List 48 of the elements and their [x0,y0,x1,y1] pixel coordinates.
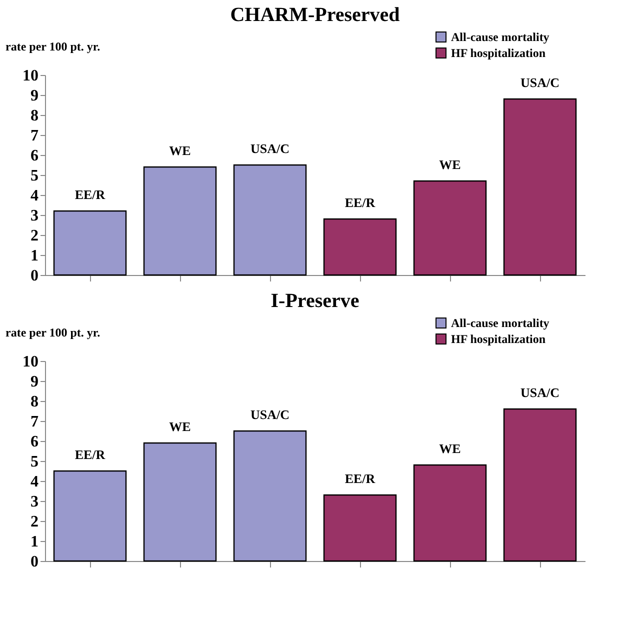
bar [233,164,307,276]
y-tick-label: 8 [30,394,38,410]
legend-label: All-cause mortality [451,30,550,44]
category-label: WE [439,157,461,172]
y-tick-label: 7 [30,128,38,144]
category-label: USA/C [520,75,560,90]
chart-title: CHARM-Preserved [230,4,400,26]
category-label: EE/R [344,195,376,210]
y-tick-label: 3 [30,208,38,224]
bar [233,430,307,562]
y-tick-label: 1 [30,248,38,264]
bar [503,98,577,276]
bar [323,218,397,276]
y-tick-label: 5 [30,454,38,470]
bar [413,464,487,562]
y-tick-label: 0 [30,268,38,284]
y-tick-label: 4 [30,474,38,490]
y-tick-label: 2 [30,514,38,530]
legend-label: All-cause mortality [451,316,550,330]
y-tick-label: 8 [30,108,38,124]
legend-label: HF hospitalization [451,46,546,60]
category-label: USA/C [250,141,290,156]
y-tick-label: 6 [30,148,38,164]
y-axis-title: rate per 100 pt. yr. [6,40,100,54]
y-tick-label: 0 [30,554,38,570]
y-axis-title: rate per 100 pt. yr. [6,326,100,340]
bar [323,494,397,562]
chart-title: I-Preserve [270,290,360,312]
y-tick-label: 3 [30,494,38,510]
category-label: EE/R [74,187,106,202]
bar [413,180,487,276]
bar [143,166,217,276]
y-tick-label: 1 [30,534,38,550]
bar [143,442,217,562]
y-tick-label: 5 [30,168,38,184]
bar [503,408,577,562]
bar [53,210,127,276]
bar [53,470,127,562]
y-tick-label: 10 [22,68,38,84]
y-tick-label: 9 [30,374,38,390]
y-tick-label: 4 [30,188,38,204]
y-tick-label: 9 [30,88,38,104]
y-tick-label: 2 [30,228,38,244]
y-tick-label: 6 [30,434,38,450]
y-tick-label: 7 [30,414,38,430]
legend-label: HF hospitalization [451,332,546,346]
y-tick-label: 10 [22,354,38,370]
category-label: WE [169,143,191,158]
